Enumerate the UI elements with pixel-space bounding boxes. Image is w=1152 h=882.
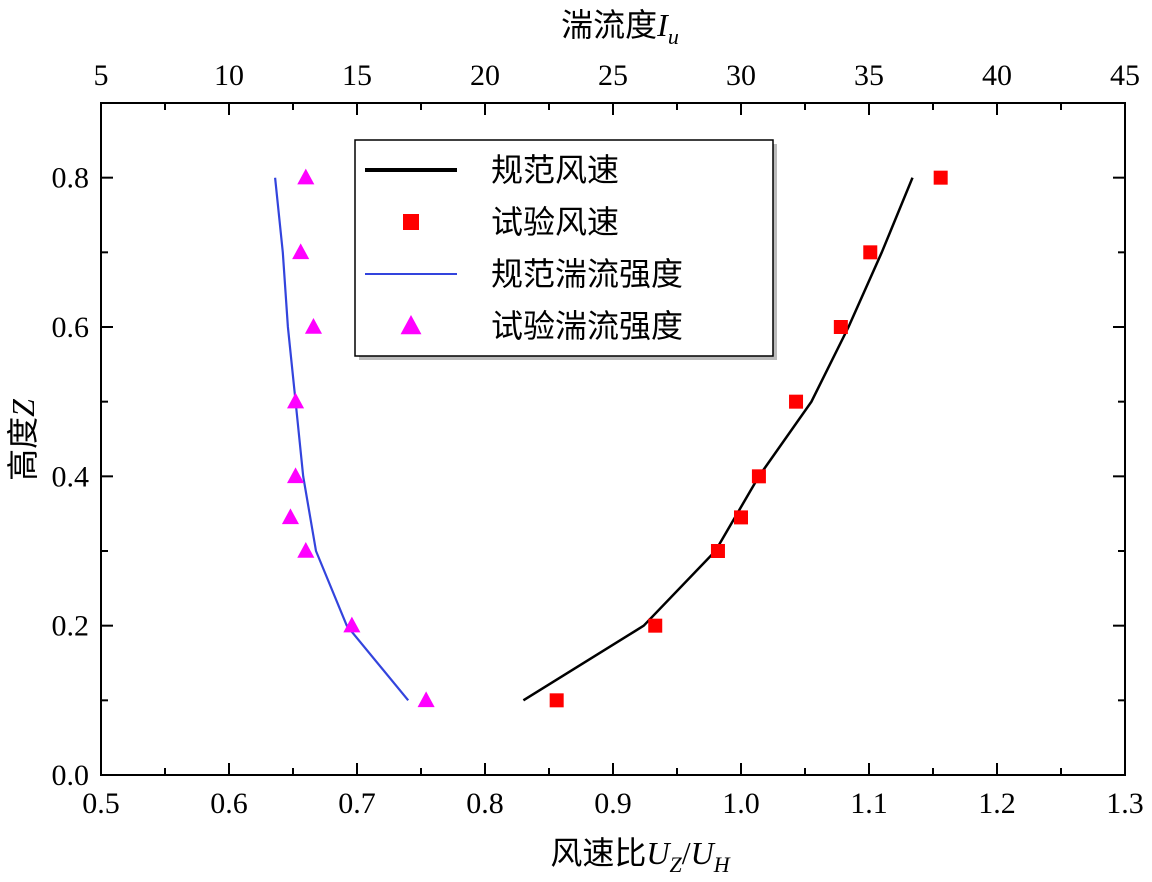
x-top-ticks: 5 10 15 20 25 30 35 40 45 [94, 59, 1140, 115]
data-point-triangle [292, 243, 310, 260]
x-top-tick-label: 45 [1110, 59, 1140, 92]
y-tick-label: 0.6 [52, 311, 90, 344]
legend-box [354, 139, 774, 357]
x-bottom-ticks: 0.5 0.6 0.7 0.8 0.9 1.0 1.1 1.2 1.3 [82, 763, 1144, 820]
x-top-tick-label: 25 [598, 59, 628, 92]
x-bottom-axis-title: 风速比UZ/UH [550, 835, 730, 877]
data-point-triangle [287, 392, 305, 409]
y-axis-title: 高度Z [5, 398, 41, 481]
legend-item-4: 试验湍流强度 [400, 308, 683, 344]
series-line [522, 177, 914, 702]
x-bottom-tick-label: 1.2 [978, 787, 1016, 820]
data-point-square [789, 394, 804, 409]
series-line [274, 177, 410, 701]
data-point-square [734, 510, 748, 525]
x-top-tick-label: 15 [342, 59, 372, 92]
data-point-triangle [297, 542, 315, 558]
data-point-triangle [343, 616, 361, 633]
y-tick-label: 0.0 [52, 759, 90, 792]
data-point-square [549, 693, 564, 708]
x-bottom-tick-label: 0.9 [594, 787, 632, 820]
data-point-triangle [304, 318, 323, 334]
data-point-square [933, 170, 948, 185]
x-bottom-tick-label: 1.0 [722, 787, 760, 820]
legend-label: 规范风速 [491, 152, 619, 188]
x-bottom-tick-label: 1.1 [850, 787, 888, 820]
legend-item-1: 规范风速 [365, 152, 619, 188]
data-point-triangle [417, 691, 435, 708]
series-layer [274, 168, 948, 708]
data-point-square [863, 245, 878, 260]
x-top-tick-label: 10 [214, 59, 244, 92]
x-bottom-tick-label: 0.5 [82, 787, 120, 820]
series-3 [274, 177, 410, 701]
data-point-triangle [287, 467, 305, 484]
x-bottom-tick-label: 0.8 [466, 787, 504, 820]
data-point-square [710, 544, 725, 558]
x-top-tick-label: 40 [982, 59, 1012, 92]
data-point-square [648, 618, 663, 633]
x-bottom-tick-label: 0.7 [338, 787, 376, 820]
x-bottom-tick-label: 0.6 [210, 787, 248, 820]
y-tick-label: 0.8 [52, 162, 90, 195]
legend-item-3: 规范湍流强度 [365, 256, 683, 292]
legend-square-swatch [403, 214, 419, 230]
legend-triangle-swatch [400, 315, 422, 335]
legend-item-2: 试验风速 [403, 204, 619, 240]
x-bottom-tick-label: 1.3 [1106, 787, 1144, 820]
series-2 [549, 170, 948, 708]
legend-label: 试验湍流强度 [491, 308, 683, 344]
y-tick-label: 0.4 [52, 460, 90, 493]
data-point-square [751, 469, 766, 484]
x-top-tick-label: 30 [726, 59, 756, 92]
data-point-square [833, 320, 848, 334]
x-top-tick-label: 20 [470, 59, 500, 92]
legend-label: 试验风速 [491, 204, 619, 240]
legend-label: 规范湍流强度 [491, 256, 683, 292]
series-4 [281, 168, 435, 708]
x-top-tick-label: 35 [854, 59, 884, 92]
data-point-triangle [297, 168, 315, 185]
y-ticks: 0.0 0.2 0.4 0.6 0.8 [52, 102, 1125, 792]
y-tick-label: 0.2 [52, 610, 90, 643]
x-top-tick-label: 5 [94, 59, 109, 92]
data-point-triangle [281, 508, 299, 525]
series-1 [522, 177, 914, 702]
x-top-axis-title: 湍流度Iu [561, 7, 679, 49]
